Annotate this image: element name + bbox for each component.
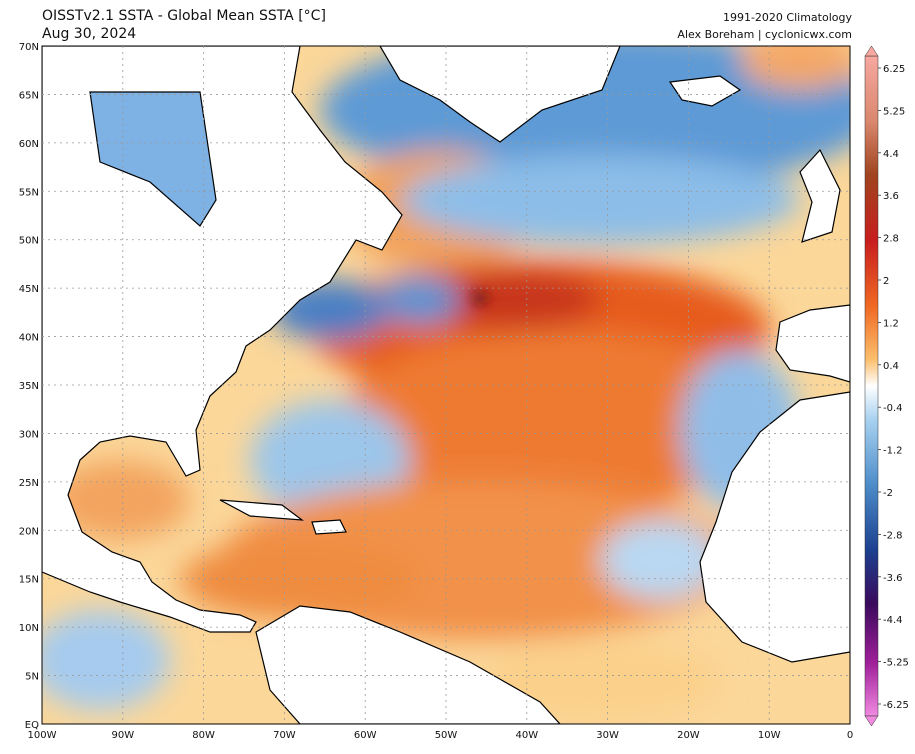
- colorbar-label: -5.25: [883, 658, 909, 669]
- lat-label: 70N: [19, 42, 39, 53]
- lat-label: 15N: [19, 575, 39, 586]
- lat-label: 10N: [19, 623, 39, 634]
- lon-label: 10W: [758, 730, 781, 741]
- colorbar-top-arrow: [864, 45, 879, 57]
- land-hispaniola: [311, 519, 347, 535]
- colorbar-label: 3.6: [883, 191, 899, 202]
- land-iceland: [668, 75, 742, 107]
- lat-label: 35N: [19, 381, 39, 392]
- colorbar-label: -6.25: [883, 700, 909, 711]
- land-iberia: [775, 304, 850, 383]
- land-greenland: [379, 46, 621, 143]
- colorbar-label: 2: [883, 276, 889, 287]
- colorbar-label: -2: [883, 488, 893, 499]
- lon-label: 70W: [273, 730, 296, 741]
- title: OISSTv2.1 SSTA - Global Mean SSTA [°C]: [42, 8, 326, 24]
- date: Aug 30, 2024: [42, 26, 136, 42]
- colorbar-label: -2.8: [883, 530, 903, 541]
- colorbar-label: 0.4: [883, 361, 899, 372]
- hudson-bay: [89, 91, 217, 227]
- land-africa: [699, 391, 850, 663]
- lat-label: EQ: [25, 720, 39, 731]
- lon-label: 0: [847, 730, 853, 741]
- land-north-america: [42, 46, 403, 633]
- lon-label: 50W: [435, 730, 458, 741]
- lat-label: 20N: [19, 526, 39, 537]
- lon-label: 20W: [677, 730, 700, 741]
- lat-label: 40N: [19, 333, 39, 344]
- lat-label: 55N: [19, 187, 39, 198]
- colorbar: [864, 55, 879, 717]
- lon-label: 30W: [596, 730, 619, 741]
- colorbar-label: 1.2: [883, 318, 899, 329]
- colorbar-label: -1.2: [883, 446, 903, 457]
- land-britain: [799, 148, 841, 243]
- colorbar-label: 2.8: [883, 234, 899, 245]
- lon-label: 80W: [192, 730, 215, 741]
- lat-label: 65N: [19, 90, 39, 101]
- lat-label: 60N: [19, 139, 39, 150]
- lon-label: 100W: [28, 730, 57, 741]
- colorbar-label: 4.4: [883, 149, 899, 160]
- lat-label: 45N: [19, 284, 39, 295]
- colorbar-ticks: 6.25 5.25 4.4 3.6 2.8 2 1.2 0.4 -0.4 -1.2 -2 -2.8 -3…: [878, 64, 909, 711]
- colorbar-label: -3.6: [883, 573, 903, 584]
- credit: Alex Boreham | cyclonicwx.com: [677, 28, 852, 41]
- map-labels: 70N 65N 60N 55N 50N 45N 40N 35N 30N 25N 20N 15N 10N 5…: [19, 42, 853, 741]
- lon-label: 90W: [111, 730, 134, 741]
- colorbar-bottom-arrow: [864, 715, 879, 727]
- graticule: [42, 46, 850, 724]
- land-cuba: [219, 499, 305, 521]
- map-field: [42, 46, 850, 724]
- land-south-america: [255, 605, 561, 724]
- lat-label: 30N: [19, 429, 39, 440]
- lon-label: 60W: [354, 730, 377, 741]
- colorbar-label: -4.4: [883, 615, 903, 626]
- colorbar-label: 5.25: [883, 106, 905, 117]
- lat-label: 50N: [19, 236, 39, 247]
- colorbar-label: 6.25: [883, 64, 905, 75]
- colorbar-label: -0.4: [883, 403, 903, 414]
- lat-label: 5N: [25, 672, 39, 683]
- lon-label: 40W: [515, 730, 538, 741]
- climatology: 1991-2020 Climatology: [723, 11, 853, 24]
- lat-label: 25N: [19, 478, 39, 489]
